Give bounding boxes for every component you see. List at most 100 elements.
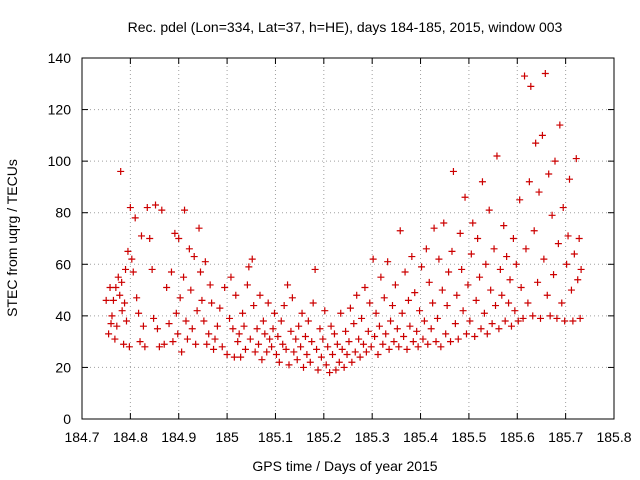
data-point <box>182 317 190 325</box>
data-point <box>361 283 369 291</box>
y-tick-label: 60 <box>55 256 71 272</box>
data-point <box>185 245 193 253</box>
data-point <box>529 312 537 320</box>
data-point <box>496 265 504 273</box>
data-point <box>293 356 301 364</box>
data-point <box>146 235 154 242</box>
data-point <box>569 317 577 325</box>
data-point <box>380 294 388 302</box>
y-tick-label: 100 <box>48 153 72 169</box>
data-point <box>133 294 141 302</box>
data-point <box>576 314 584 322</box>
data-point <box>329 351 337 359</box>
data-point <box>332 366 340 374</box>
data-point <box>287 327 295 335</box>
data-point <box>313 345 321 353</box>
data-point <box>201 258 209 266</box>
data-point <box>125 343 133 351</box>
data-point <box>449 167 457 175</box>
data-point <box>350 320 358 328</box>
data-point <box>534 278 542 286</box>
data-point <box>476 273 484 281</box>
data-point <box>167 268 175 276</box>
data-point <box>425 278 433 286</box>
data-point <box>178 348 186 356</box>
data-point <box>390 338 398 346</box>
data-point <box>416 307 424 315</box>
data-point <box>229 325 237 333</box>
data-point <box>322 361 330 369</box>
data-point <box>113 322 121 330</box>
data-point <box>453 291 461 299</box>
data-point <box>277 317 285 325</box>
data-point <box>503 253 511 261</box>
data-point <box>570 250 578 258</box>
data-point <box>270 309 278 317</box>
data-point <box>525 178 533 186</box>
data-point <box>160 340 168 348</box>
data-point <box>122 317 130 325</box>
data-point <box>396 227 404 235</box>
data-point <box>121 299 129 307</box>
data-point <box>403 345 411 353</box>
data-point <box>519 314 527 322</box>
data-point <box>107 320 115 328</box>
data-point <box>556 121 564 129</box>
data-point <box>139 322 147 330</box>
data-point <box>471 332 479 340</box>
data-point <box>253 325 261 333</box>
data-point <box>516 196 524 204</box>
data-point <box>255 340 263 348</box>
data-point <box>316 325 324 333</box>
data-point <box>366 299 374 307</box>
data-point <box>458 265 466 273</box>
data-point <box>309 299 317 307</box>
data-point <box>356 353 364 361</box>
data-point <box>232 291 240 299</box>
data-point <box>522 245 530 253</box>
data-point <box>285 361 293 369</box>
data-point <box>413 327 421 335</box>
data-point <box>237 353 245 361</box>
data-point <box>464 281 472 289</box>
data-point <box>478 178 486 186</box>
data-point <box>566 175 574 183</box>
data-point <box>150 314 158 322</box>
data-point <box>136 338 144 346</box>
data-point <box>359 340 367 348</box>
data-point <box>171 229 179 237</box>
data-point <box>559 204 567 212</box>
data-point <box>406 322 414 330</box>
data-point <box>109 296 117 304</box>
data-point <box>530 227 538 235</box>
data-point <box>454 335 462 343</box>
data-point <box>398 309 406 317</box>
data-point <box>259 317 267 325</box>
data-point <box>490 245 498 253</box>
data-point <box>369 255 377 263</box>
data-point <box>213 322 221 330</box>
data-point <box>440 219 448 227</box>
data-point <box>477 325 485 333</box>
data-point <box>239 309 247 317</box>
data-point <box>408 253 416 261</box>
x-tick-label: 184.9 <box>161 429 196 445</box>
chart-title: Rec. pdel (Lon=334, Lat=37, h=HE), days … <box>128 19 563 35</box>
data-point <box>395 343 403 351</box>
data-point <box>342 327 350 335</box>
data-point <box>401 268 409 276</box>
data-point <box>137 232 145 240</box>
x-tick-label: 185.8 <box>596 429 631 445</box>
data-point <box>258 356 266 364</box>
data-point <box>335 358 343 366</box>
data-point <box>102 296 110 304</box>
data-point <box>485 206 493 214</box>
data-point <box>105 330 113 338</box>
data-point <box>435 255 443 263</box>
data-point <box>226 314 234 322</box>
data-point <box>114 273 122 281</box>
data-point <box>507 322 515 330</box>
data-point <box>572 155 580 163</box>
data-point <box>543 291 551 299</box>
data-point <box>451 320 459 328</box>
